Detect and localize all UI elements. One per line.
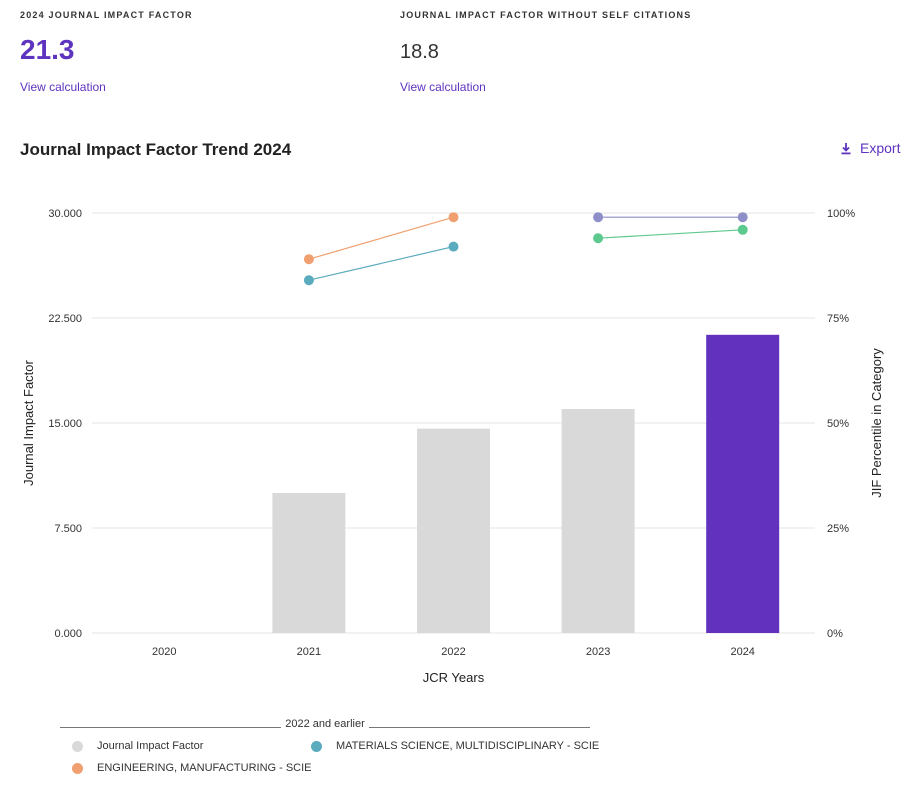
percentile-line-3 (598, 229, 743, 239)
percentile-point-0-2022 (448, 212, 459, 223)
percentile-point-1-2022 (448, 241, 459, 252)
axes: 0.000 0% 7.500 25% 15.000 50% 22.500 75% 30.000 1… (21, 208, 884, 685)
bars (272, 334, 780, 633)
legend-group-label: 2022 and earlier (285, 718, 365, 730)
y-tick-label: 22.500 (48, 313, 82, 325)
x-tick-label: 2020 (152, 646, 176, 658)
percentile-line-1 (308, 246, 454, 281)
y-tick-label: 15.000 (48, 418, 82, 430)
percentile-point-3-2023 (593, 233, 604, 244)
x-tick-label: 2024 (730, 646, 754, 658)
bar-2021 (272, 493, 346, 633)
legend-dot-materials-science (311, 740, 322, 752)
y-tick-label: 0.000 (54, 628, 82, 640)
legend-item-engineering[interactable]: ENGINEERING, MANUFACTURING - SCIE (72, 762, 312, 774)
y-axis-title: Journal Impact Factor (21, 359, 36, 485)
bar-2023 (561, 409, 635, 633)
percentile-line-0 (308, 216, 454, 260)
y2-tick-label: 100% (827, 208, 855, 220)
jif-no-self-view-calculation-link[interactable]: View calculation (400, 80, 486, 94)
jif-no-self-metric: JOURNAL IMPACT FACTOR WITHOUT SELF CITAT… (400, 10, 691, 94)
y2-tick-label: 50% (827, 418, 849, 430)
legend-group-title: 2022 and earlier (60, 718, 591, 730)
y2-tick-label: 25% (827, 523, 849, 535)
percentile-point-2-2024 (737, 212, 748, 223)
x-tick-label: 2021 (297, 646, 321, 658)
bar-2022 (417, 428, 490, 633)
legend-label-materials-science: MATERIALS SCIENCE, MULTIDISCIPLINARY - S… (336, 740, 600, 752)
export-button[interactable]: Export (840, 140, 900, 156)
bar-2024 (706, 334, 780, 633)
y2-axis-title: JIF Percentile in Category (869, 348, 884, 498)
legend-label-engineering: ENGINEERING, MANUFACTURING - SCIE (97, 762, 312, 774)
legend-item-materials-science[interactable]: MATERIALS SCIENCE, MULTIDISCIPLINARY - S… (311, 740, 599, 752)
jif-no-self-label: JOURNAL IMPACT FACTOR WITHOUT SELF CITAT… (400, 10, 692, 20)
jif-metric: 2024 JOURNAL IMPACT FACTOR 21.3 View cal… (20, 10, 193, 94)
percentile-point-0-2021 (303, 254, 314, 265)
jif-value: 21.3 (20, 34, 75, 65)
jif-label: 2024 JOURNAL IMPACT FACTOR (20, 10, 193, 20)
legend-dot-jif (72, 740, 83, 752)
y2-tick-label: 75% (827, 313, 849, 325)
download-icon (840, 142, 852, 155)
percentile-point-1-2021 (303, 275, 314, 286)
x-tick-label: 2023 (586, 646, 610, 658)
percentile-point-2-2023 (593, 212, 604, 223)
trend-title: Journal Impact Factor Trend 2024 (20, 140, 292, 159)
y-tick-label: 7.500 (54, 523, 82, 535)
legend-dot-engineering (72, 762, 83, 774)
percentile-point-3-2024 (737, 224, 748, 235)
percentile-lines (303, 212, 748, 286)
x-tick-label: 2022 (441, 646, 465, 658)
legend: 2022 and earlier Journal Impact Factor M… (60, 718, 599, 774)
x-axis-title: JCR Years (423, 670, 485, 685)
legend-label-jif: Journal Impact Factor (97, 740, 204, 752)
jif-no-self-value: 18.8 (400, 41, 439, 63)
y-tick-label: 30.000 (48, 208, 82, 220)
export-label: Export (860, 140, 901, 156)
jif-view-calculation-link[interactable]: View calculation (20, 80, 106, 94)
y2-tick-label: 0% (827, 628, 843, 640)
legend-item-jif[interactable]: Journal Impact Factor (72, 740, 203, 752)
